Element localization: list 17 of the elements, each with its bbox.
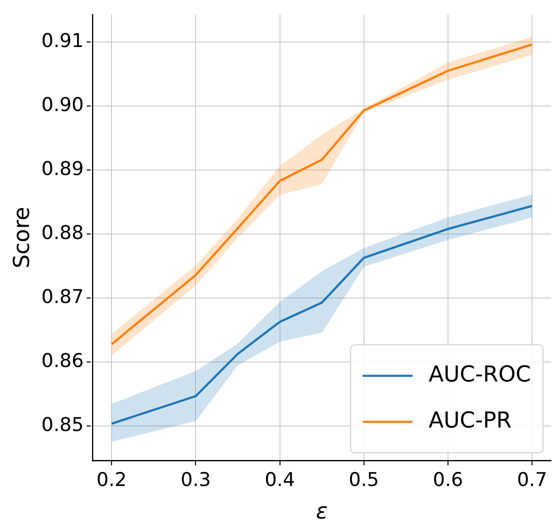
y-tick-label: 0.85: [41, 414, 84, 436]
y-tick-label: 0.90: [41, 94, 84, 116]
legend-label: AUC-PR: [428, 408, 512, 434]
y-axis-title: Score: [10, 206, 35, 268]
x-tick-label: 0.5: [348, 469, 380, 492]
x-tick-label: 0.4: [264, 469, 295, 492]
y-tick-label: 0.87: [41, 286, 84, 308]
y-tick-label: 0.86: [41, 350, 84, 372]
y-tick-label: 0.91: [41, 30, 84, 52]
y-tick-label: 0.89: [41, 158, 84, 180]
x-tick-label: 0.2: [96, 469, 127, 492]
x-tick-label: 0.6: [432, 469, 464, 492]
legend-label: AUC-ROC: [428, 362, 532, 388]
x-axis-title: ε: [316, 500, 328, 525]
x-tick-label: 0.7: [516, 469, 548, 492]
y-tick-label: 0.88: [41, 222, 84, 244]
x-tick-label: 0.3: [180, 469, 211, 492]
